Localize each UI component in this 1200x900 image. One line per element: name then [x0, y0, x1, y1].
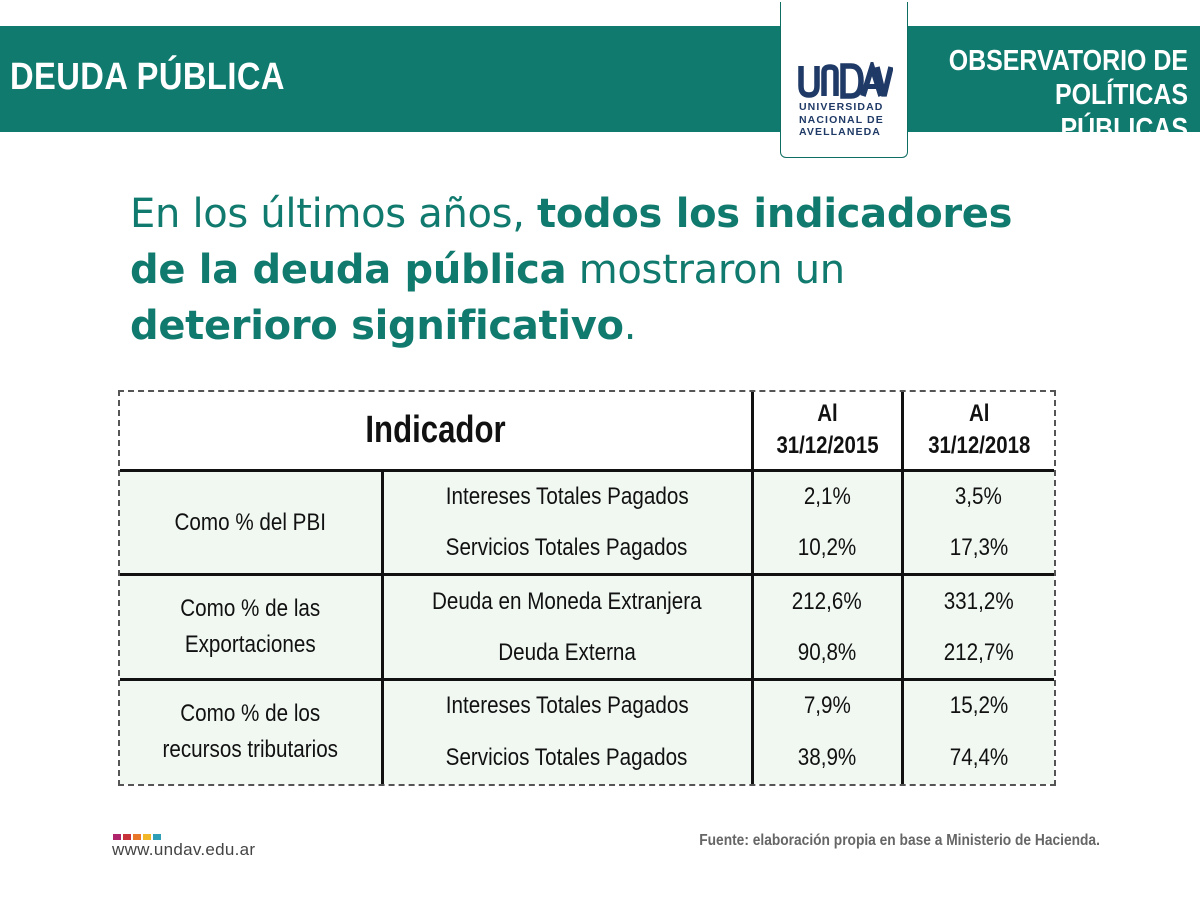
headline: En los últimos años, todos los indicador… — [130, 186, 1090, 354]
logo-line-3: AVELLANEDA — [799, 126, 881, 138]
header-2015-line-1: Al — [816, 400, 838, 428]
value-2018-text: 15,2% — [949, 692, 1009, 720]
header-2015: Al 31/12/2015 — [750, 392, 902, 471]
color-dot — [123, 834, 131, 840]
value-2018-text: 212,7% — [943, 638, 1014, 666]
table-row: Como % del PBI Intereses Totales Pagados… — [120, 468, 1054, 575]
headline-text-1: En los últimos años, — [130, 191, 538, 237]
section-title: DEUDA PÚBLICA — [10, 56, 285, 98]
undav-logo: UNIVERSIDAD NACIONAL DE AVELLANEDA — [780, 2, 908, 158]
table-row: Como % de las Exportaciones Deuda en Mon… — [120, 573, 1054, 680]
row-indicator: Servicios Totales Pagados — [382, 731, 752, 784]
value-2018: 74,4% — [900, 731, 1054, 784]
color-dot — [153, 834, 161, 840]
value-2018: 3,5% — [900, 468, 1054, 523]
group-label-line: Como % de las — [180, 595, 321, 623]
headline-line-2: de la deuda pública mostraron un — [130, 242, 1090, 298]
value-2015: 212,6% — [750, 573, 902, 628]
observatory-line-2: POLÍTICAS PÚBLICAS — [1054, 79, 1188, 145]
value-2015: 38,9% — [750, 731, 902, 784]
value-2015-text: 7,9% — [803, 692, 851, 720]
value-2018-text: 17,3% — [949, 534, 1009, 562]
value-2015: 90,8% — [750, 627, 902, 680]
logo-line-2: NACIONAL DE — [799, 113, 884, 126]
value-2018: 212,7% — [900, 627, 1054, 680]
value-2018-text: 74,4% — [949, 743, 1009, 771]
debt-table: Indicador Al 31/12/2015 Al 31/12/2018 Co… — [120, 392, 1054, 784]
group-label-pbi: Como % del PBI — [120, 468, 384, 575]
row-indicator-text: Servicios Totales Pagados — [446, 534, 688, 562]
header-indicator-text: Indicador — [365, 408, 506, 451]
header-2018-line-2: 31/12/2018 — [927, 432, 1030, 460]
color-dot — [133, 834, 141, 840]
value-2018: 17,3% — [900, 522, 1054, 575]
value-2015-text: 212,6% — [791, 587, 863, 615]
header-2018: Al 31/12/2018 — [900, 392, 1054, 471]
group-label-line: Como % de los — [180, 700, 321, 728]
headline-text-3: . — [623, 303, 637, 349]
row-indicator: Deuda en Moneda Extranjera — [382, 573, 752, 628]
website-url: www.undav.edu.ar — [112, 840, 256, 859]
debt-indicators-table: Indicador Al 31/12/2015 Al 31/12/2018 Co… — [118, 390, 1056, 786]
value-2015: 7,9% — [750, 677, 902, 732]
headline-text-2: mostraron un — [566, 247, 845, 293]
group-label-line: recursos tributarios — [162, 736, 338, 764]
value-2015-text: 90,8% — [797, 638, 857, 666]
value-2018-text: 331,2% — [943, 587, 1014, 615]
headline-bold-3: deterioro significativo — [130, 303, 624, 349]
row-indicator: Servicios Totales Pagados — [382, 522, 752, 575]
headline-line-1: En los últimos años, todos los indicador… — [130, 186, 1090, 242]
color-dot — [143, 834, 151, 840]
header-band — [0, 26, 1200, 132]
table-row: Servicios Totales Pagados 10,2% 17,3% — [120, 522, 1054, 575]
row-indicator: Intereses Totales Pagados — [382, 468, 752, 523]
logo-line-1: UNIVERSIDAD — [799, 101, 884, 113]
observatory-line-1: OBSERVATORIO DE — [948, 45, 1188, 77]
group-label-recursos: Como % de los recursos tributarios — [120, 677, 384, 784]
undav-logo-text: UNIVERSIDAD NACIONAL DE AVELLANEDA — [799, 101, 899, 139]
headline-bold-1: todos los indicadores — [537, 191, 1013, 237]
observatory-title: OBSERVATORIO DE POLÍTICAS PÚBLICAS — [888, 44, 1188, 146]
value-2015: 10,2% — [750, 522, 902, 575]
header-2018-line-1: Al — [968, 400, 989, 428]
group-label-line: Exportaciones — [184, 631, 316, 659]
value-2018: 331,2% — [900, 573, 1054, 628]
value-2015-text: 10,2% — [797, 534, 857, 562]
table-header-row: Indicador Al 31/12/2015 Al 31/12/2018 — [120, 392, 1054, 471]
value-2015-text: 2,1% — [803, 483, 851, 511]
table-row: Deuda Externa 90,8% 212,7% — [120, 627, 1054, 680]
row-indicator: Deuda Externa — [382, 627, 752, 680]
row-indicator: Intereses Totales Pagados — [382, 677, 752, 732]
row-indicator-text: Servicios Totales Pagados — [446, 743, 688, 771]
group-label-exportaciones: Como % de las Exportaciones — [120, 573, 384, 680]
row-indicator-text: Deuda Externa — [498, 638, 636, 666]
value-2018: 15,2% — [900, 677, 1054, 732]
headline-bold-2: de la deuda pública — [130, 247, 567, 293]
value-2018-text: 3,5% — [955, 483, 1003, 511]
headline-line-3: deterioro significativo. — [130, 298, 1090, 354]
color-dot — [113, 834, 121, 840]
source-note: Fuente: elaboración propia en base a Min… — [699, 832, 1100, 849]
header-2015-line-2: 31/12/2015 — [775, 432, 879, 460]
value-2015-text: 38,9% — [797, 743, 857, 771]
row-indicator-text: Intereses Totales Pagados — [445, 483, 689, 511]
undav-logo-mark — [798, 62, 893, 99]
table-row: Servicios Totales Pagados 38,9% 74,4% — [120, 731, 1054, 784]
value-2015: 2,1% — [750, 468, 902, 523]
header-indicator: Indicador — [120, 392, 752, 471]
group-label-line: Como % del PBI — [174, 508, 326, 536]
brand-color-dots — [113, 827, 163, 840]
row-indicator-text: Deuda en Moneda Extranjera — [432, 587, 702, 615]
table-row: Como % de los recursos tributarios Inter… — [120, 677, 1054, 784]
row-indicator-text: Intereses Totales Pagados — [445, 692, 689, 720]
